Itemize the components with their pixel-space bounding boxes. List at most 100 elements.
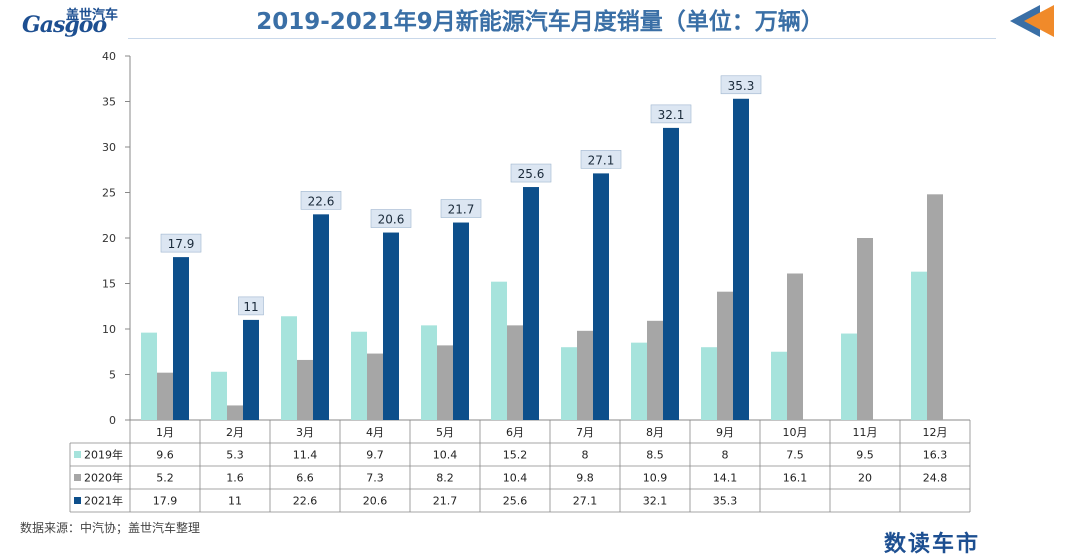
x-tick-label: 9月 xyxy=(716,426,734,439)
bar-2020年-4月 xyxy=(367,353,383,420)
data-label: 22.6 xyxy=(308,194,335,208)
bar-2019年-10月 xyxy=(771,351,787,420)
bar-2020年-2月 xyxy=(227,405,243,420)
y-tick-label: 35 xyxy=(102,96,116,109)
table-cell: 14.1 xyxy=(713,472,738,485)
bar-2020年-6月 xyxy=(507,325,523,420)
table-cell: 9.5 xyxy=(856,449,874,462)
table-cell: 8.2 xyxy=(436,472,454,485)
corner-logo: 数读车市 xyxy=(884,532,981,557)
data-label-box xyxy=(650,104,692,124)
bar-2019年-1月 xyxy=(141,332,157,420)
table-cell: 21.7 xyxy=(433,495,458,508)
x-tick-label: 5月 xyxy=(436,426,454,439)
legend-swatch xyxy=(74,451,81,458)
page-title: 2019-2021年9月新能源汽车月度销量（单位：万辆） xyxy=(256,9,824,35)
data-label-box xyxy=(580,150,622,169)
table-cell: 20 xyxy=(858,472,872,485)
bar-2020年-8月 xyxy=(647,320,663,420)
legend-swatch xyxy=(74,497,81,504)
data-label-box xyxy=(440,199,482,218)
data-label: 17.9 xyxy=(168,237,195,251)
data-label-box xyxy=(370,209,412,228)
x-tick-label: 8月 xyxy=(646,426,664,439)
bar-2021年-7月 xyxy=(593,173,609,420)
x-tick-label: 10月 xyxy=(783,426,808,439)
y-tick-label: 20 xyxy=(102,232,116,245)
bar-2019年-6月 xyxy=(491,281,507,420)
x-tick-label: 1月 xyxy=(156,426,174,439)
table-cell: 10.9 xyxy=(643,472,668,485)
legend-label: 2021年 xyxy=(84,494,123,508)
x-tick-label: 3月 xyxy=(296,426,314,439)
data-source-note: 数据来源：中汽协；盖世汽车整理 xyxy=(20,521,201,535)
logo-cn-text: 盖世汽车 xyxy=(66,8,119,23)
bar-2019年-9月 xyxy=(701,347,717,420)
bar-2021年-4月 xyxy=(383,232,399,420)
bar-2020年-10月 xyxy=(787,273,803,420)
legend-swatch xyxy=(74,474,81,481)
table-cell: 5.3 xyxy=(226,449,244,462)
bar-2019年-4月 xyxy=(351,331,367,420)
y-tick-label: 5 xyxy=(109,369,116,382)
x-tick-label: 6月 xyxy=(506,426,524,439)
table-cell: 35.3 xyxy=(713,495,738,508)
table-cell: 7.5 xyxy=(786,449,804,462)
bar-2019年-8月 xyxy=(631,342,647,420)
table-cell: 16.1 xyxy=(783,472,808,485)
back-arrow-icon[interactable] xyxy=(1010,3,1054,39)
bar-2020年-9月 xyxy=(717,291,733,420)
bar-2019年-11月 xyxy=(841,333,857,420)
data-label-box xyxy=(510,163,552,183)
x-tick-label: 4月 xyxy=(366,426,384,439)
bar-2019年-5月 xyxy=(421,325,437,420)
table-cell: 11 xyxy=(228,495,242,508)
data-label: 25.6 xyxy=(518,167,545,181)
bar-2021年-6月 xyxy=(523,187,539,420)
bar-2019年-2月 xyxy=(211,371,227,420)
x-tick-label: 11月 xyxy=(853,426,878,439)
data-label-box xyxy=(160,233,202,253)
logo-en-text: Gasgoo xyxy=(22,12,107,38)
table-cell: 10.4 xyxy=(433,449,458,462)
legend-label: 2020年 xyxy=(84,471,123,485)
bar-2020年-1月 xyxy=(157,372,173,420)
table-cell: 8 xyxy=(582,449,589,462)
table-cell: 9.6 xyxy=(156,449,174,462)
y-tick-label: 25 xyxy=(102,187,116,200)
table-cell: 6.6 xyxy=(296,472,314,485)
bar-2019年-7月 xyxy=(561,347,577,420)
table-cell: 9.7 xyxy=(366,449,384,462)
bar-2020年-12月 xyxy=(927,194,943,420)
data-label: 21.7 xyxy=(448,203,475,217)
table-cell: 11.4 xyxy=(293,449,318,462)
sales-chart: 0 5 10 15 20 25 30 35 40 17.9 11 22.6 20.6 21.7 25.6 27… xyxy=(69,50,971,513)
bar-2020年-11月 xyxy=(857,238,873,420)
data-label: 11 xyxy=(243,300,258,314)
x-tick-label: 2月 xyxy=(226,426,244,439)
data-label: 27.1 xyxy=(588,153,615,167)
data-label: 20.6 xyxy=(378,213,405,227)
table-cell: 20.6 xyxy=(363,495,388,508)
data-label-box xyxy=(238,296,264,316)
table-cell: 17.9 xyxy=(153,495,178,508)
data-label-box xyxy=(300,191,342,210)
table-cell: 9.8 xyxy=(576,472,594,485)
y-tick-label: 40 xyxy=(102,50,116,63)
table-cell: 16.3 xyxy=(923,449,948,462)
table-cell: 27.1 xyxy=(573,495,598,508)
table-cell: 8 xyxy=(722,449,729,462)
y-tick-label: 10 xyxy=(102,323,116,336)
data-label-box xyxy=(720,75,762,95)
table-cell: 8.5 xyxy=(646,449,664,462)
table-cell: 25.6 xyxy=(503,495,528,508)
bar-2021年-3月 xyxy=(313,214,329,420)
bar-2019年-3月 xyxy=(281,316,297,420)
title-divider xyxy=(128,38,996,39)
bar-2021年-5月 xyxy=(453,222,469,420)
y-tick-label: 30 xyxy=(102,141,116,154)
bar-2021年-8月 xyxy=(663,127,679,420)
bar-2020年-7月 xyxy=(577,330,593,420)
x-tick-label: 7月 xyxy=(576,426,594,439)
table-cell: 15.2 xyxy=(503,449,528,462)
